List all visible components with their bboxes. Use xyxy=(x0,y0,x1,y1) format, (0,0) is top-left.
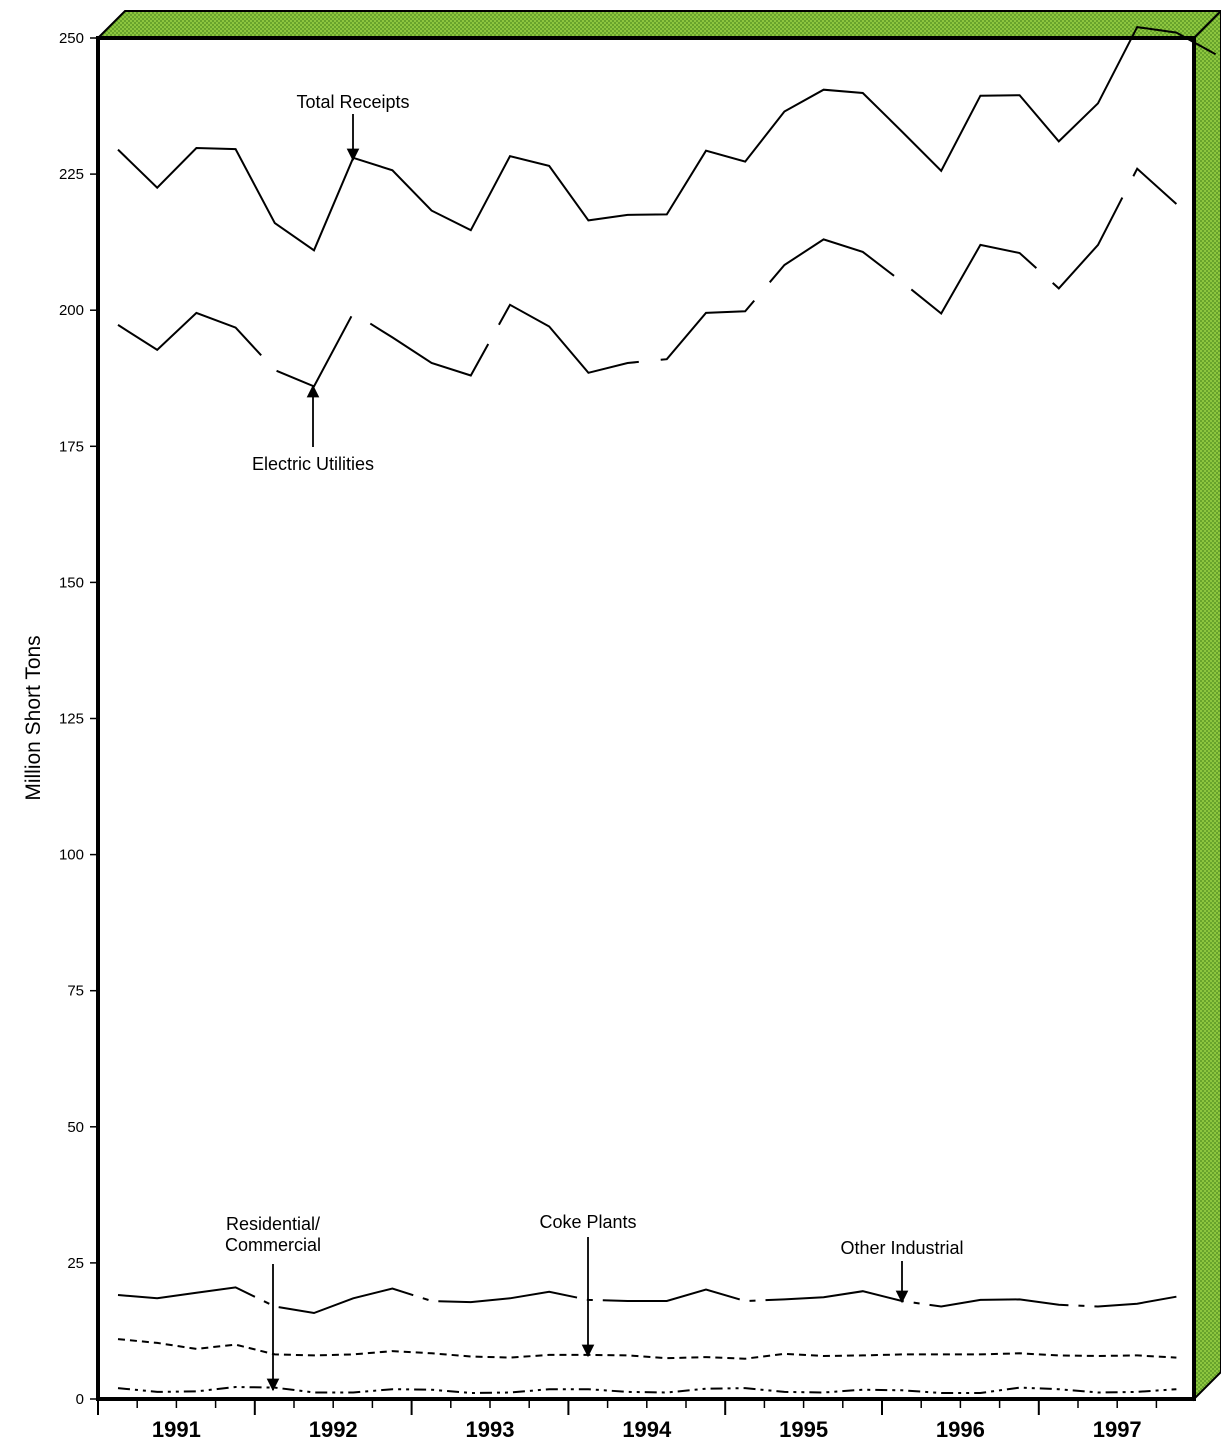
y-tick-label: 225 xyxy=(59,166,84,183)
y-tick-label: 25 xyxy=(67,1255,84,1272)
frame-bevel-edge xyxy=(1193,10,1221,39)
y-axis-label: Million Short Tons xyxy=(22,635,45,800)
y-tick-label: 125 xyxy=(59,711,84,728)
x-tick-label: 1992 xyxy=(309,1417,358,1442)
x-tick-label: 1997 xyxy=(1093,1417,1142,1442)
x-tick-label: 1993 xyxy=(466,1417,515,1442)
annotation-label: Commercial xyxy=(225,1235,321,1255)
annotation-layer: Total Receipts Electric Utilities Resident… xyxy=(225,92,964,1392)
series-line-total-receipts xyxy=(117,26,1217,252)
x-tick-label: 1994 xyxy=(622,1417,672,1442)
annotation-label: Electric Utilities xyxy=(252,454,374,474)
annotation-label: Total Receipts xyxy=(296,92,409,112)
y-tick-label: 50 xyxy=(67,1119,84,1136)
annotation-residential-commercial: Residential/Commercial xyxy=(225,1214,321,1392)
plot-frame xyxy=(95,10,1221,1402)
y-tick-label: 0 xyxy=(76,1391,84,1408)
series-line-other-industrial xyxy=(117,1286,1177,1315)
annotation-other-industrial: Other Industrial xyxy=(840,1238,964,1304)
y-tick-label: 175 xyxy=(59,438,84,455)
series-line-electric-utilities xyxy=(117,167,1178,388)
series-layer xyxy=(117,26,1217,1395)
series-line-residential-commercial xyxy=(117,1385,1177,1395)
y-tick-label: 250 xyxy=(59,30,84,47)
y-tick-label: 100 xyxy=(59,847,84,864)
y-tick-label: 200 xyxy=(59,302,84,319)
x-tick-label: 1996 xyxy=(936,1417,985,1442)
annotation-label: Coke Plants xyxy=(539,1212,636,1232)
annotation-total-receipts: Total Receipts xyxy=(296,92,410,162)
series-line-coke-plants xyxy=(117,1338,1177,1360)
annotation-electric-utilities: Electric Utilities xyxy=(252,384,374,474)
y-axis: 0 25 50 75 100 125 150 175 200 225 250 xyxy=(59,30,98,1408)
x-tick-label: 1991 xyxy=(152,1417,201,1442)
annotation-label: Other Industrial xyxy=(840,1238,963,1258)
plot-area xyxy=(96,36,1196,1401)
y-tick-label: 150 xyxy=(59,574,84,591)
y-tick-label: 75 xyxy=(67,983,84,1000)
x-tick-label: 1995 xyxy=(779,1417,828,1442)
annotation-coke-plants: Coke Plants xyxy=(539,1212,637,1358)
annotation-label: Residential/ xyxy=(226,1214,320,1234)
x-axis: 1991 1992 1993 1994 1995 1996 1997 xyxy=(97,1399,1158,1442)
